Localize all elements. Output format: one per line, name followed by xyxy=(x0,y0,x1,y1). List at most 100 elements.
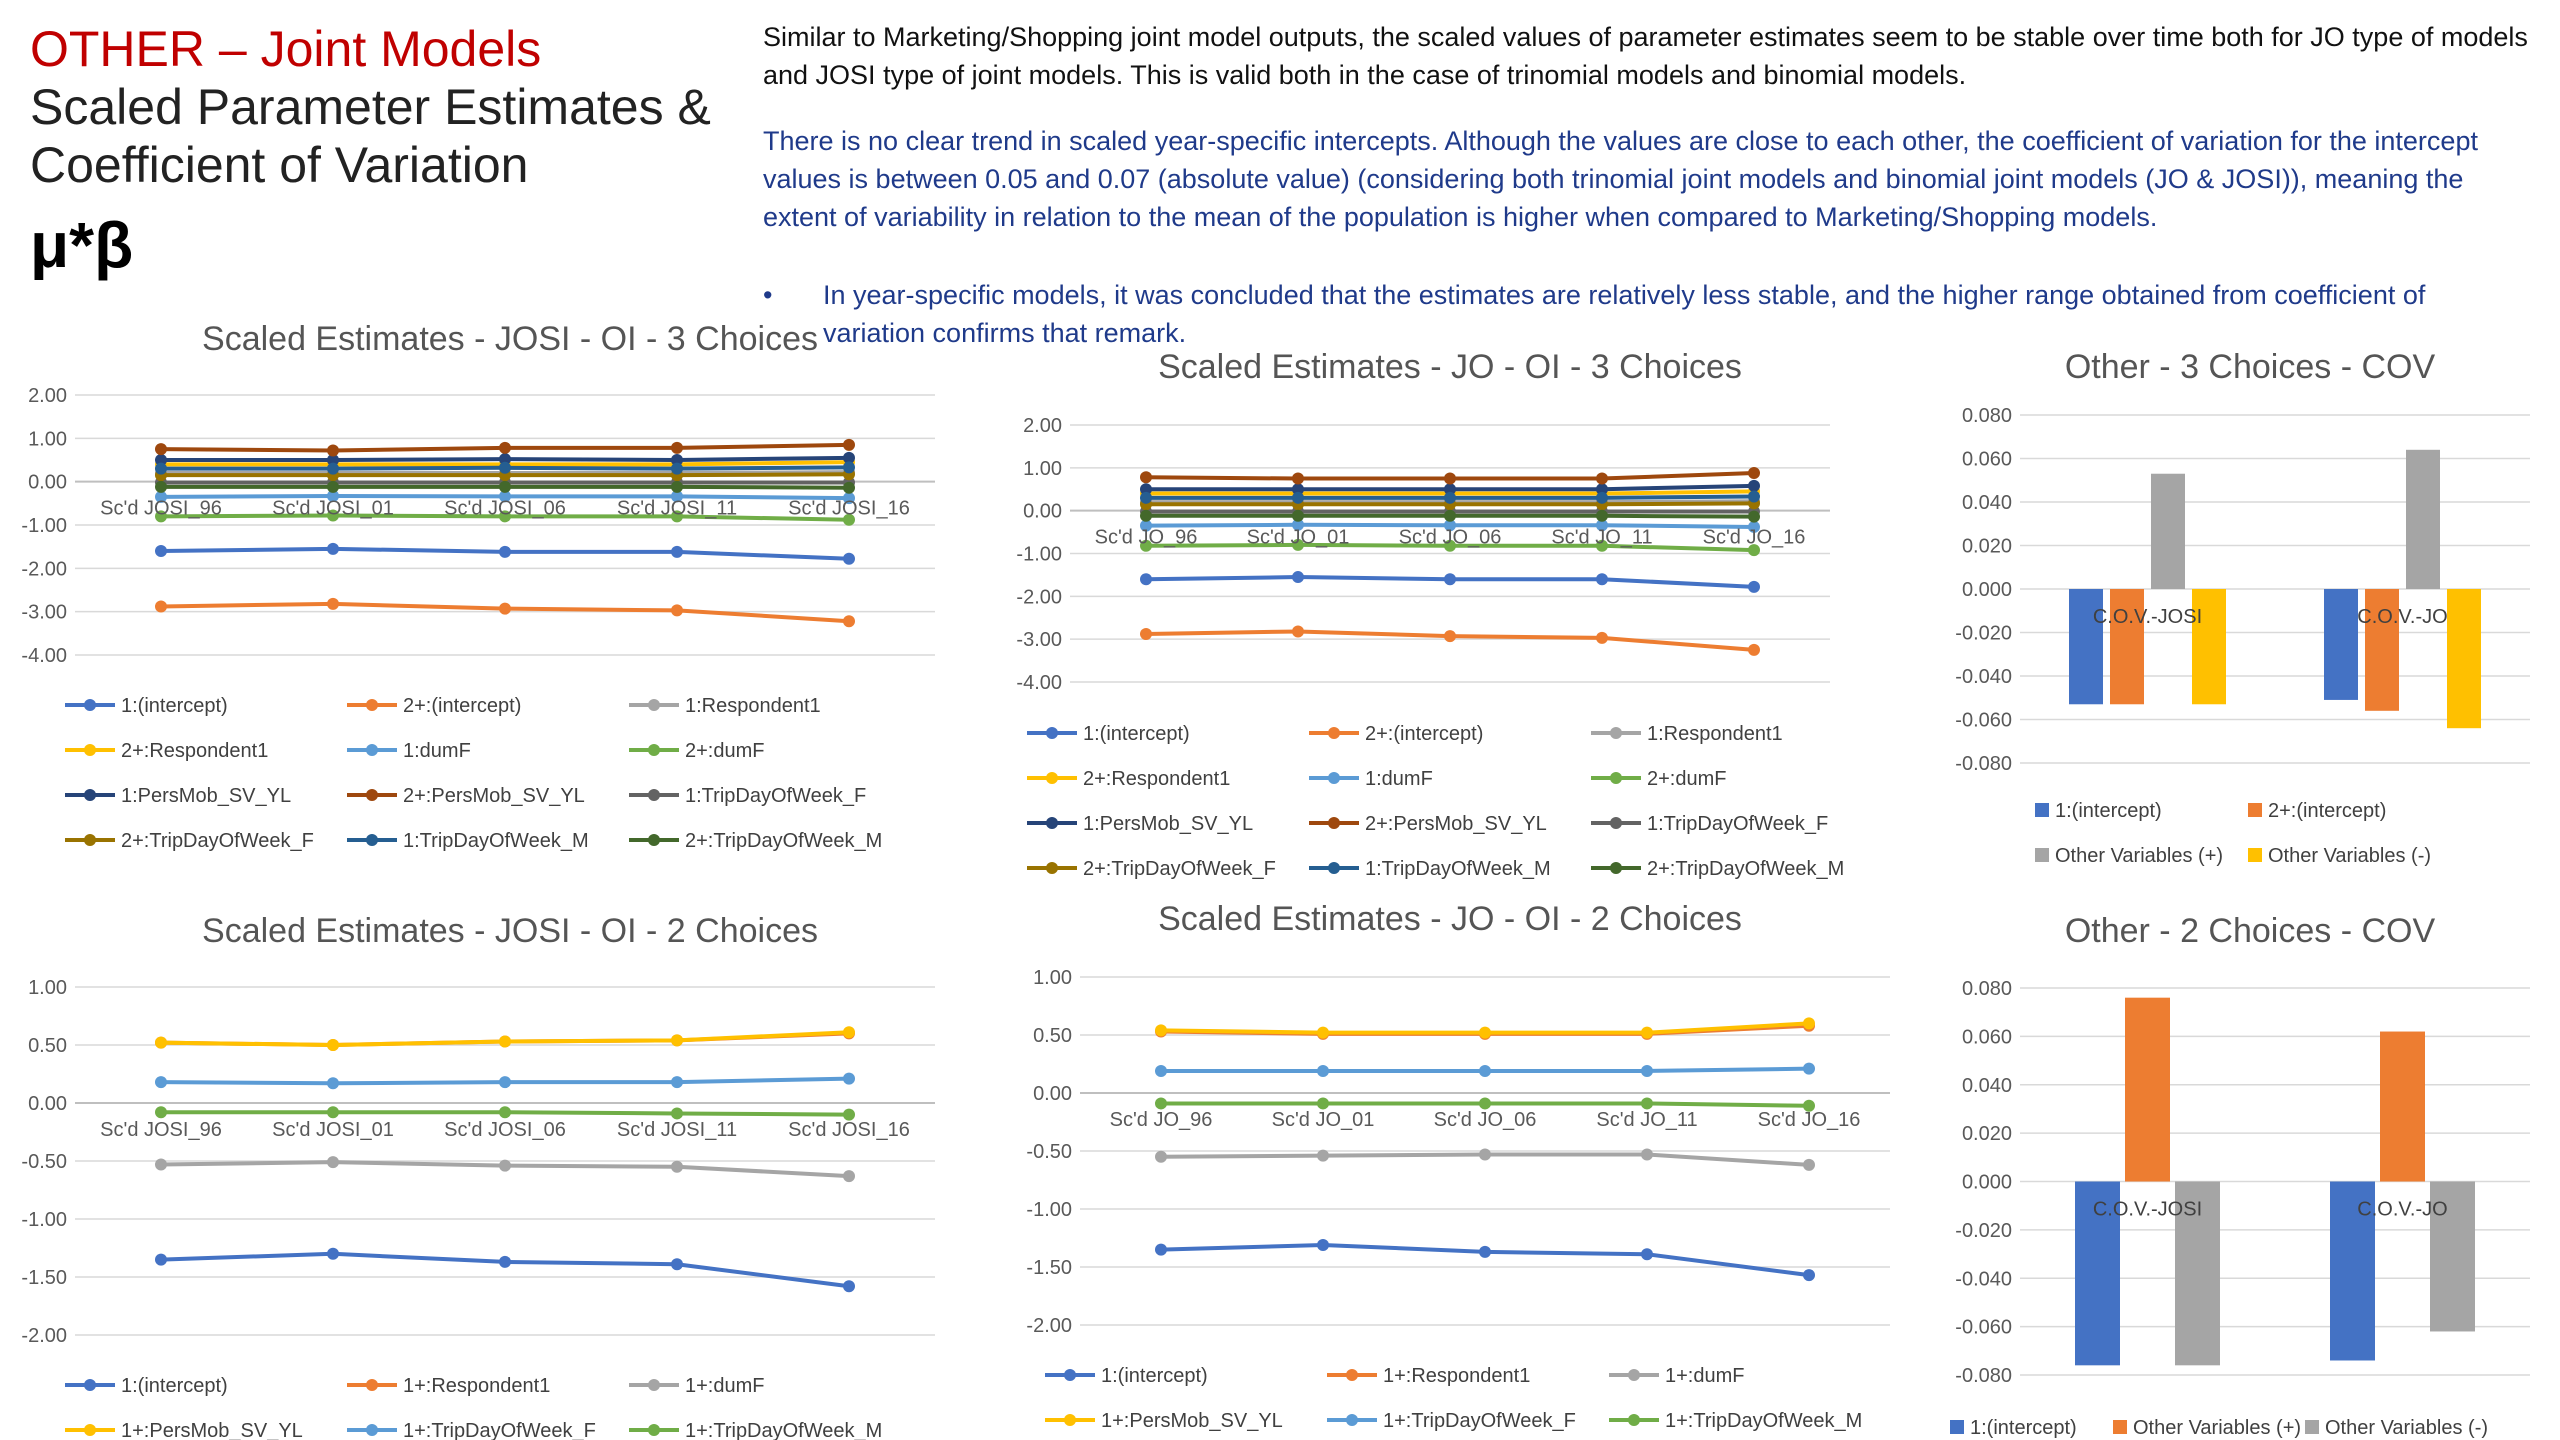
data-point xyxy=(1748,510,1760,523)
x-tick-label: Sc'd JOSI_11 xyxy=(617,1119,737,1141)
bar xyxy=(2192,589,2226,705)
data-point xyxy=(155,1253,167,1266)
data-point xyxy=(671,1258,683,1271)
y-tick-label: 1.00 xyxy=(28,977,67,999)
x-tick-label: Sc'd JOSI_06 xyxy=(444,1119,566,1141)
y-tick-label: -2.00 xyxy=(1026,1315,1072,1337)
legend-label: 1:(intercept) xyxy=(1083,723,1190,745)
chart-title-cov2: Other - 2 Choices - COV xyxy=(2064,912,2436,950)
legend-marker xyxy=(84,834,96,846)
legend-label: 1+:TripDayOfWeek_F xyxy=(403,1420,596,1440)
data-point xyxy=(1596,539,1608,552)
y-tick-label: -0.020 xyxy=(1955,623,2012,645)
bar xyxy=(2324,589,2358,700)
legend-label: 2+:Respondent1 xyxy=(1083,768,1230,790)
y-tick-label: -0.020 xyxy=(1955,1220,2012,1242)
bar xyxy=(2175,1181,2220,1366)
data-point xyxy=(1596,483,1608,496)
data-point xyxy=(843,552,855,565)
data-point xyxy=(1292,625,1304,638)
legend-label: 2+:PersMob_SV_YL xyxy=(403,785,585,807)
data-point xyxy=(671,1160,683,1173)
data-point xyxy=(499,441,511,454)
data-point xyxy=(1292,509,1304,522)
data-point xyxy=(843,461,855,474)
y-tick-label: 0.00 xyxy=(1033,1083,1072,1105)
bar xyxy=(2125,997,2170,1182)
legend-label: 2+:TripDayOfWeek_F xyxy=(121,830,314,852)
data-point xyxy=(671,1107,683,1120)
legend-marker xyxy=(1328,727,1340,739)
legend-marker xyxy=(1610,772,1622,784)
data-point xyxy=(1748,544,1760,557)
x-tick-label: Sc'd JOSI_06 xyxy=(444,498,566,520)
data-point xyxy=(155,1158,167,1171)
data-point xyxy=(1140,573,1152,586)
data-point xyxy=(155,462,167,475)
data-point xyxy=(1444,483,1456,496)
y-tick-label: 0.040 xyxy=(1962,492,2012,514)
data-point xyxy=(1748,479,1760,492)
bar xyxy=(2069,589,2103,705)
data-point xyxy=(1292,538,1304,551)
data-point xyxy=(1140,471,1152,484)
x-tick-label: Sc'd JO_06 xyxy=(1399,527,1502,549)
data-point xyxy=(499,453,511,466)
data-point xyxy=(1317,1238,1329,1251)
y-tick-label: -1.00 xyxy=(1016,544,1062,566)
legend-label: 1:PersMob_SV_YL xyxy=(121,785,291,807)
x-tick-label: Sc'd JO_11 xyxy=(1596,1109,1697,1131)
chart-jo-3-choices: 2.00 1.00 0.00 -1.00 -2.00 -3.00 -4.00 Sc'd JO_… xyxy=(1016,415,1844,880)
y-tick-label: 1.00 xyxy=(1023,458,1062,480)
x-tick-label: Sc'd JO_16 xyxy=(1758,1109,1861,1131)
y-tick-label: -2.00 xyxy=(21,1325,67,1347)
data-point xyxy=(1596,631,1608,644)
data-point xyxy=(1317,1149,1329,1162)
legend-label: 1:Respondent1 xyxy=(685,695,821,717)
data-point xyxy=(1748,643,1760,656)
data-point xyxy=(671,480,683,493)
y-tick-label: 0.50 xyxy=(28,1035,67,1057)
legend-marker xyxy=(84,744,96,756)
legend-label: 2+:dumF xyxy=(1647,768,1726,790)
bar xyxy=(2151,473,2185,589)
y-tick-label: -4.00 xyxy=(21,645,67,667)
data-point xyxy=(1479,1097,1491,1110)
legend-marker xyxy=(1064,1414,1076,1426)
y-tick-label: 0.50 xyxy=(1033,1025,1072,1047)
data-point xyxy=(155,454,167,466)
data-point xyxy=(1140,491,1152,504)
data-point xyxy=(1596,472,1608,485)
y-tick-label: -2.00 xyxy=(1016,586,1062,608)
legend-marker xyxy=(366,1424,378,1436)
x-tick-label: Sc'd JO_06 xyxy=(1434,1109,1537,1131)
chart-title-jo3: Scaled Estimates - JO - OI - 3 Choices xyxy=(1158,348,1742,386)
data-point xyxy=(327,489,339,502)
legend-label: 1+:Respondent1 xyxy=(1383,1365,1530,1387)
data-point xyxy=(1479,1064,1491,1077)
legend-label: 1+:dumF xyxy=(685,1375,764,1397)
legend-swatch xyxy=(2248,803,2262,817)
data-point xyxy=(499,1255,511,1268)
legend-label: 2+:(intercept) xyxy=(1365,723,1483,745)
data-point xyxy=(499,1106,511,1119)
data-point xyxy=(843,1026,855,1039)
data-point xyxy=(499,1035,511,1048)
data-point xyxy=(671,545,683,558)
data-point xyxy=(843,438,855,451)
chart-cov-2-choices: 0.080 0.060 0.040 0.020 0.000 -0.020 -0.040 -0.… xyxy=(1950,978,2530,1439)
data-point xyxy=(843,1170,855,1183)
legend-marker xyxy=(84,1379,96,1391)
legend-label: 1:(intercept) xyxy=(121,695,228,717)
y-tick-label: -3.00 xyxy=(21,602,67,624)
legend-label: Other Variables (+) xyxy=(2133,1417,2301,1439)
legend-marker xyxy=(1610,817,1622,829)
data-point xyxy=(499,1076,511,1089)
legend-label: 1:TripDayOfWeek_F xyxy=(685,785,866,807)
data-point xyxy=(1155,1097,1167,1110)
legend-marker xyxy=(648,699,660,711)
data-point xyxy=(1444,472,1456,485)
y-tick-label: -0.060 xyxy=(1955,710,2012,732)
data-point xyxy=(327,1247,339,1260)
chart-josi-2-choices: 1.00 0.50 0.00 -0.50 -1.00 -1.50 -2.00 Sc'd JOS… xyxy=(21,977,935,1440)
